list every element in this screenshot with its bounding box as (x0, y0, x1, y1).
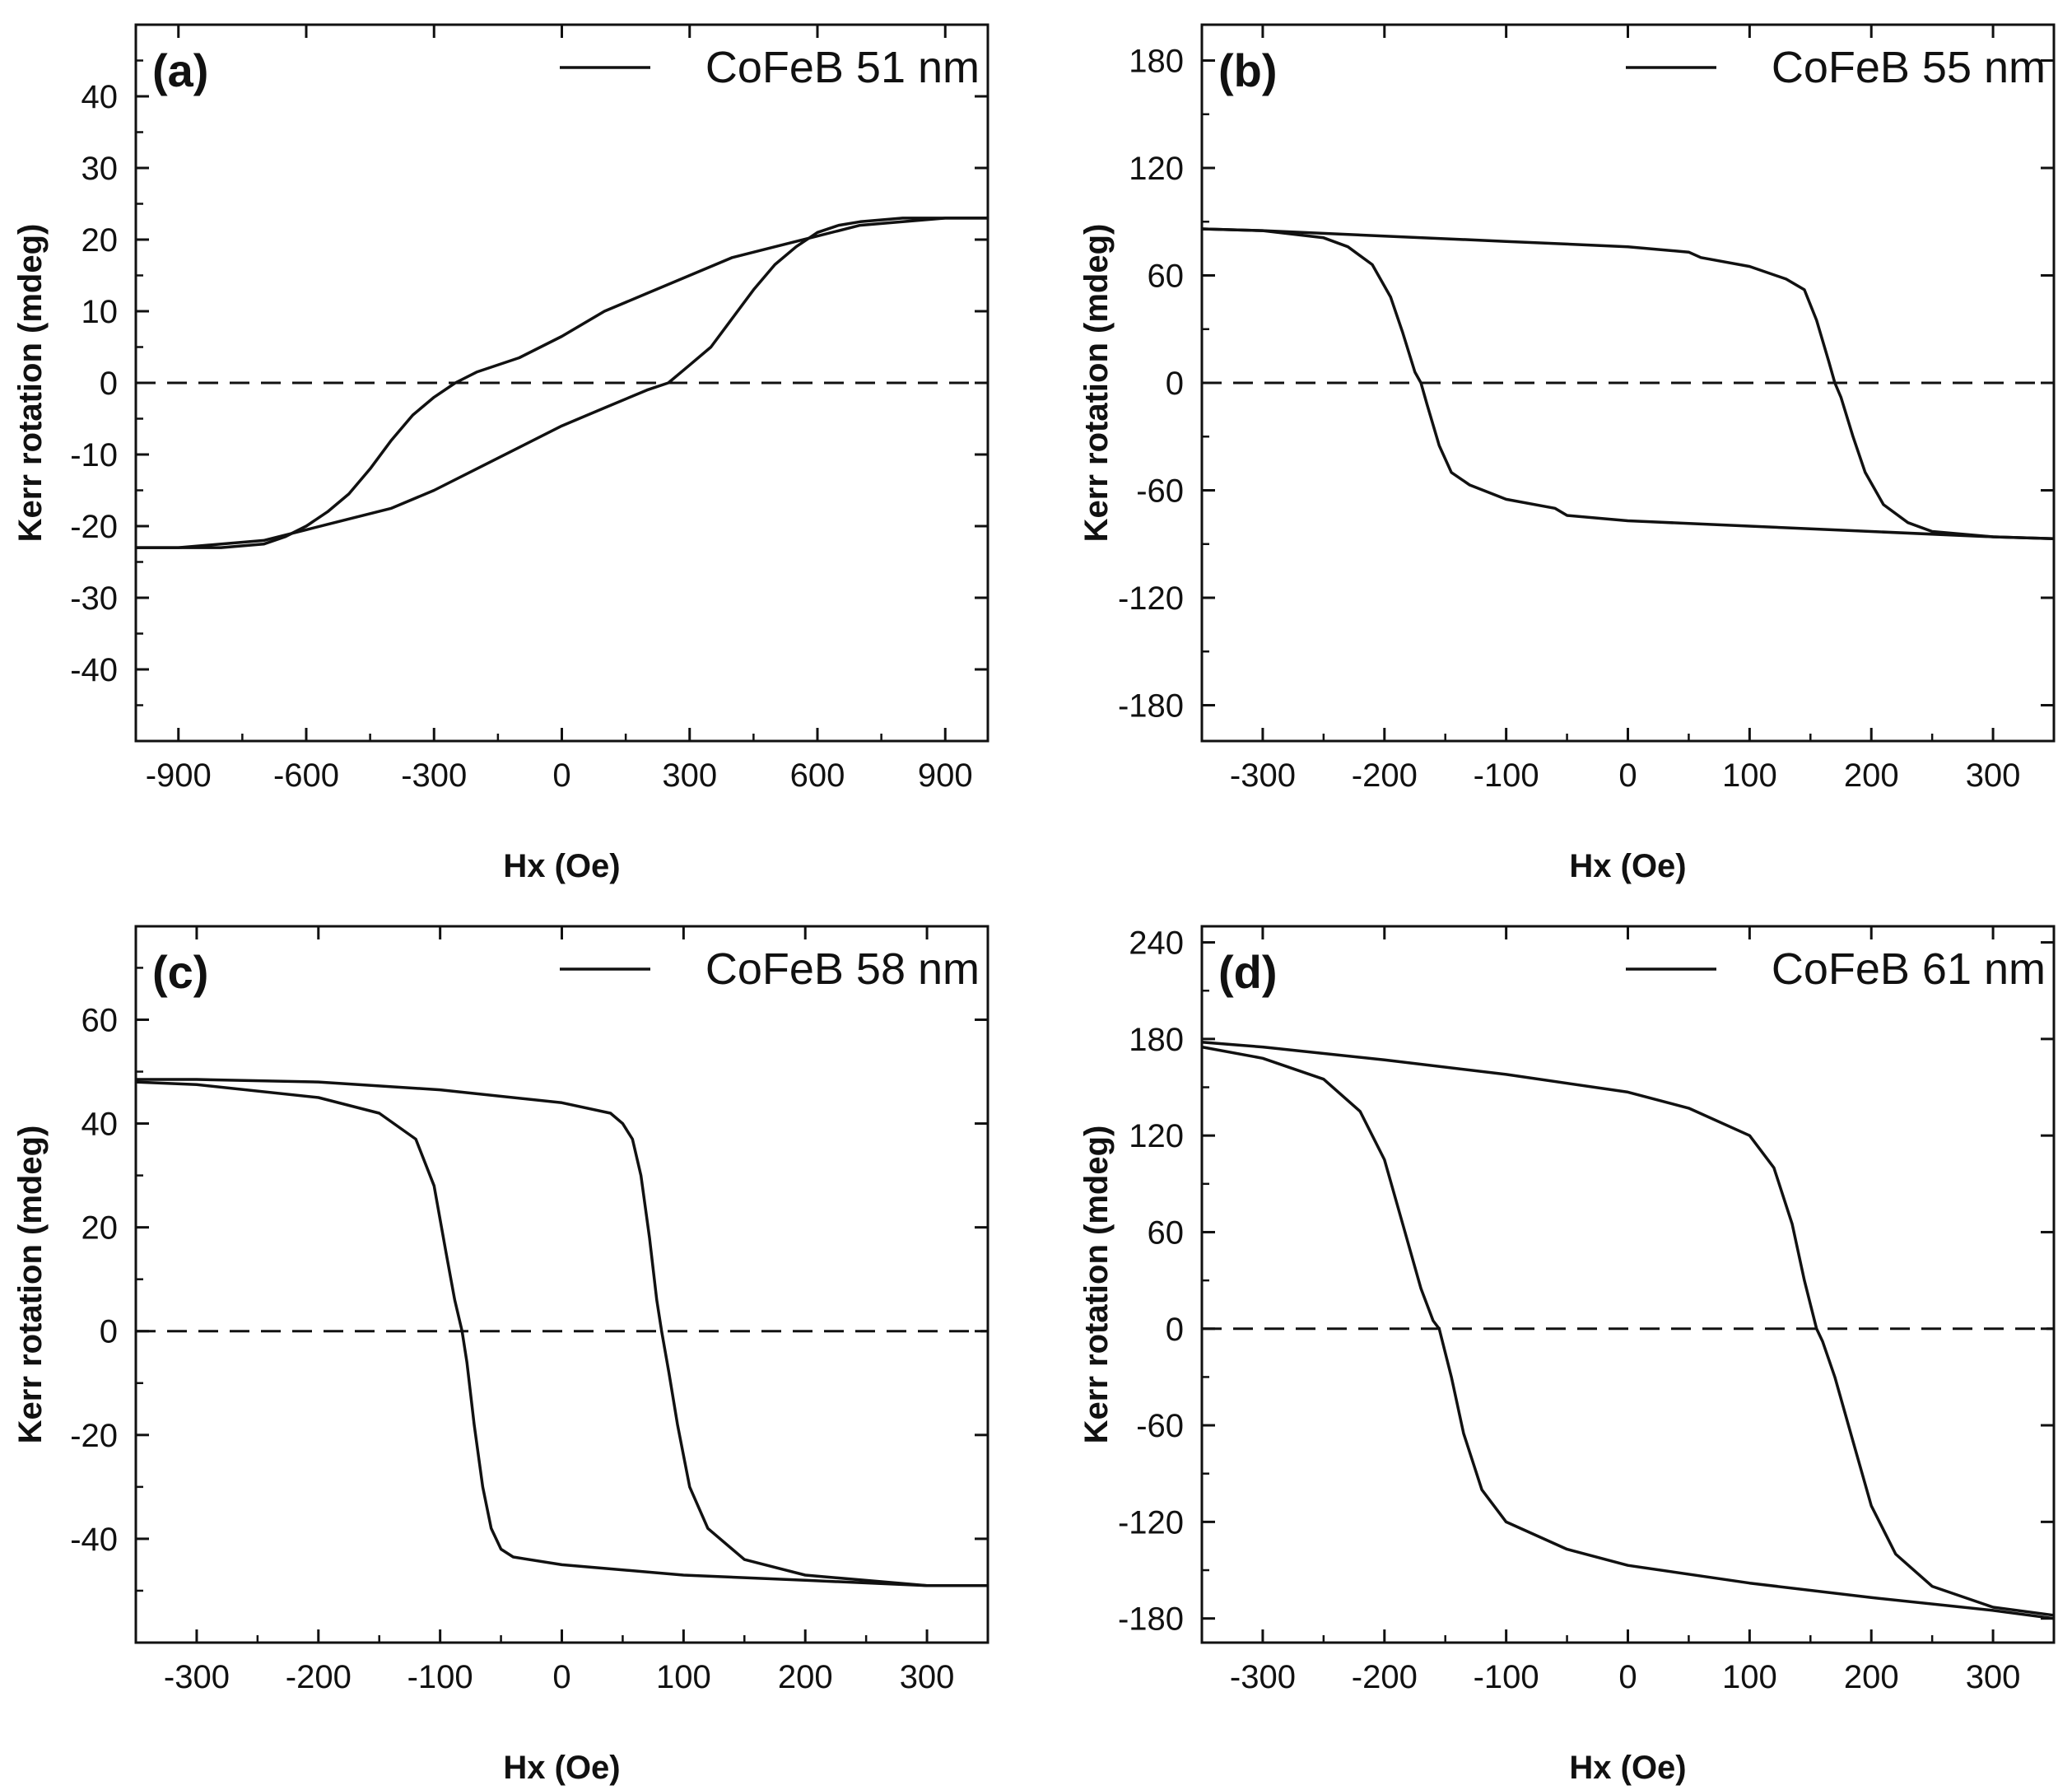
x-tick-label: -300 (401, 757, 467, 794)
y-tick-label: -60 (1136, 1408, 1184, 1444)
x-tick-label: 200 (1844, 757, 1899, 794)
x-tick-label: -200 (286, 1659, 352, 1695)
y-tick-label: -180 (1118, 1601, 1184, 1638)
x-tick-label: 100 (656, 1659, 711, 1695)
plot-frame (1200, 925, 2056, 1644)
chart-panel-1: -900 -600 -300 0 300 600 900 -40 -30 -20 -10 0 10 20 3… (12, 23, 989, 884)
x-axis-title: Hx (Oe) (503, 848, 620, 884)
x-tick-label: -900 (146, 757, 212, 794)
y-tick-label: -40 (70, 652, 118, 688)
y-tick-label: -20 (70, 1418, 118, 1454)
panel-label: (c) (152, 946, 208, 998)
x-tick-label: -300 (164, 1659, 230, 1695)
y-tick-label: 40 (81, 1107, 119, 1143)
x-axis-title: Hx (Oe) (1569, 1750, 1686, 1786)
chart-panel-4: -300 -200 -100 0 100 200 300 -180 -120 -60 0 60 120 1… (1078, 925, 2056, 1786)
y-tick-label: 120 (1129, 151, 1184, 187)
y-tick-label: -120 (1118, 1504, 1184, 1541)
y-axis-title: Kerr rotation (mdeg) (12, 224, 49, 543)
x-tick-label: 0 (1618, 1659, 1637, 1695)
legend-label: CoFeB 51 nm (705, 43, 980, 92)
x-tick-label: 200 (1844, 1659, 1899, 1695)
x-tick-label: 0 (552, 757, 570, 794)
y-tick-label: 0 (1166, 366, 1184, 402)
descending-branch-line (136, 1078, 988, 1587)
ascending-branch-line (1201, 227, 2055, 540)
x-tick-label: -100 (1474, 757, 1539, 794)
y-tick-label: 180 (1129, 1022, 1184, 1058)
y-tick-label: -60 (1136, 473, 1184, 510)
y-tick-label: 240 (1129, 925, 1184, 962)
y-tick-label: -10 (70, 437, 118, 473)
x-tick-label: -600 (273, 757, 339, 794)
y-tick-label: 40 (81, 79, 119, 115)
x-tick-label: -300 (1230, 757, 1296, 794)
plot-frame (134, 925, 989, 1644)
panel-label: (a) (152, 44, 208, 96)
y-tick-label: 60 (1148, 259, 1185, 295)
y-tick-label: -30 (70, 580, 118, 617)
x-tick-label: 100 (1722, 757, 1777, 794)
y-tick-label: 120 (1129, 1118, 1184, 1154)
y-tick-label: 20 (81, 1210, 119, 1247)
x-tick-label: 900 (918, 757, 973, 794)
x-tick-label: 300 (900, 1659, 955, 1695)
descending-branch-line (1201, 1041, 2055, 1617)
y-axis-title: Kerr rotation (mdeg) (12, 1126, 49, 1444)
ascending-branch-line (135, 1080, 988, 1587)
x-tick-label: 300 (1966, 757, 2021, 794)
x-tick-label: -100 (407, 1659, 473, 1695)
y-tick-label: 10 (81, 294, 119, 330)
x-tick-label: 0 (1618, 757, 1637, 794)
y-tick-label: -40 (70, 1522, 118, 1558)
y-tick-label: 60 (1148, 1214, 1185, 1251)
legend-label: CoFeB 55 nm (1772, 43, 2046, 92)
x-axis-title: Hx (Oe) (1569, 848, 1686, 884)
ascending-branch-line (1201, 1045, 2055, 1620)
chart-panel-2: -300 -200 -100 0 100 200 300 -180 -120 -60 0 60 120 1… (1078, 23, 2056, 884)
y-tick-label: 30 (81, 151, 119, 187)
y-tick-label: -20 (70, 509, 118, 545)
x-tick-label: 300 (1966, 1659, 2021, 1695)
descending-branch-line (1201, 227, 2055, 540)
x-tick-label: 0 (552, 1659, 570, 1695)
ascending-branch-line (136, 217, 988, 549)
x-axis-title: Hx (Oe) (503, 1750, 620, 1786)
y-tick-label: 180 (1129, 44, 1184, 80)
x-tick-label: 300 (662, 757, 717, 794)
panel-label: (d) (1218, 946, 1278, 998)
legend-label: CoFeB 61 nm (1772, 944, 2046, 994)
y-tick-label: -180 (1118, 688, 1184, 725)
y-axis-title: Kerr rotation (mdeg) (1078, 1126, 1115, 1444)
x-tick-label: -100 (1474, 1659, 1539, 1695)
x-tick-label: -200 (1352, 1659, 1418, 1695)
x-tick-label: -300 (1230, 1659, 1296, 1695)
y-tick-label: -120 (1118, 580, 1184, 617)
y-tick-label: 60 (81, 1002, 119, 1038)
x-tick-label: -200 (1352, 757, 1418, 794)
legend-label: CoFeB 58 nm (705, 944, 980, 994)
y-tick-label: 0 (1166, 1312, 1184, 1348)
y-axis-title: Kerr rotation (mdeg) (1078, 224, 1115, 543)
y-tick-label: 0 (100, 366, 118, 402)
x-tick-label: 100 (1722, 1659, 1777, 1695)
y-tick-label: 0 (100, 1314, 118, 1350)
panel-label: (b) (1218, 44, 1278, 96)
y-tick-label: 20 (81, 222, 119, 259)
x-tick-label: 600 (790, 757, 845, 794)
x-tick-label: 200 (778, 1659, 833, 1695)
